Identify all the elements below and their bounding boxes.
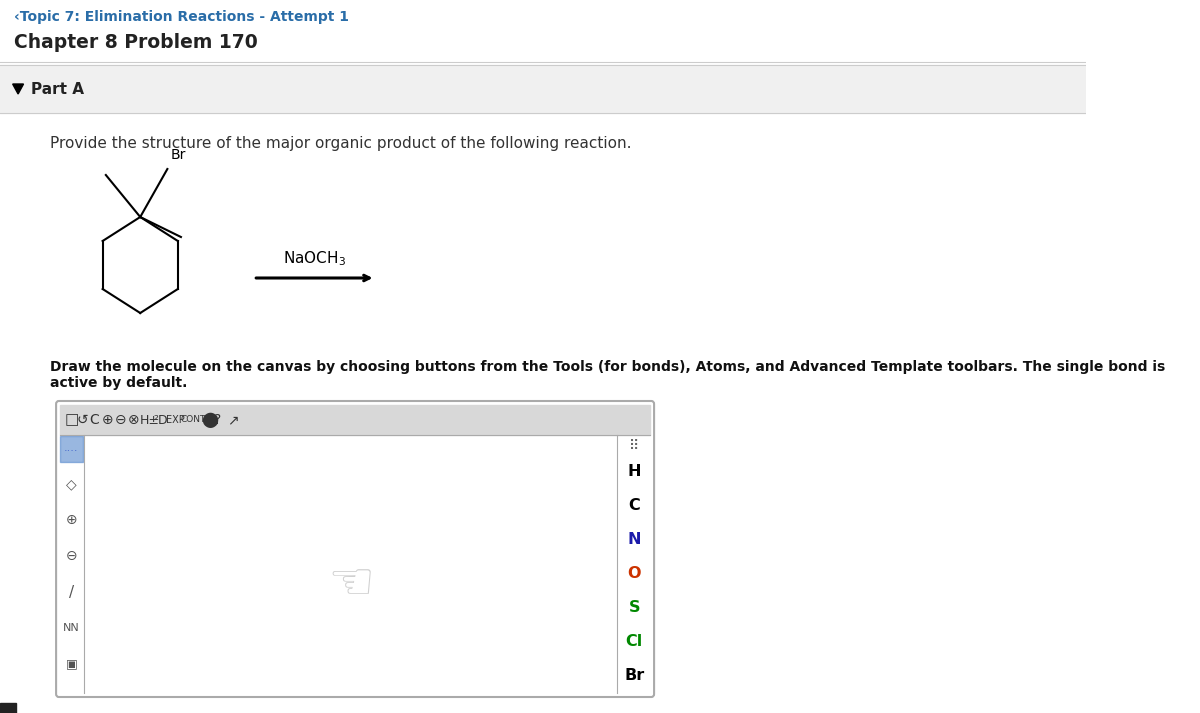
Text: C: C: [90, 413, 100, 427]
Text: ‹Topic 7: Elimination Reactions - Attempt 1: ‹Topic 7: Elimination Reactions - Attemp…: [13, 10, 348, 24]
Text: H±: H±: [140, 414, 161, 426]
Text: /: /: [68, 585, 74, 600]
Text: ↺: ↺: [77, 413, 89, 427]
Text: CONT.: CONT.: [180, 416, 208, 424]
Text: ?: ?: [214, 413, 221, 427]
Text: NN: NN: [64, 623, 80, 633]
FancyBboxPatch shape: [56, 401, 654, 697]
Text: ▣: ▣: [66, 657, 77, 670]
Text: O: O: [628, 567, 641, 582]
Text: H: H: [628, 464, 641, 480]
Text: ⠿: ⠿: [629, 439, 640, 453]
Text: □: □: [65, 413, 79, 428]
Bar: [60, 405, 650, 435]
Text: ⊖: ⊖: [66, 549, 77, 563]
Text: Part A: Part A: [31, 81, 84, 96]
Text: S: S: [629, 600, 640, 615]
Text: ⊗: ⊗: [127, 413, 139, 427]
Bar: [0, 703, 17, 713]
Text: Cl: Cl: [625, 635, 643, 650]
Bar: [0, 65, 1086, 113]
Text: ↗: ↗: [227, 413, 239, 427]
Text: C: C: [629, 498, 640, 513]
Text: Draw the molecule on the canvas by choosing buttons from the Tools (for bonds), : Draw the molecule on the canvas by choos…: [49, 360, 1165, 390]
Text: ⊖: ⊖: [115, 413, 126, 427]
Text: N: N: [628, 533, 641, 548]
Text: ◇: ◇: [66, 477, 77, 491]
Text: ⊕: ⊕: [102, 413, 114, 427]
Text: ☜: ☜: [326, 558, 374, 610]
Text: Chapter 8 Problem 170: Chapter 8 Problem 170: [13, 33, 257, 52]
Bar: [60, 436, 83, 462]
Text: ²D: ²D: [154, 414, 168, 426]
Text: Provide the structure of the major organic product of the following reaction.: Provide the structure of the major organ…: [49, 136, 631, 151]
Text: Br: Br: [170, 148, 186, 162]
Text: NaOCH$_3$: NaOCH$_3$: [283, 250, 346, 268]
Polygon shape: [13, 84, 24, 94]
Text: ⊕: ⊕: [66, 513, 77, 527]
Text: EXP: EXP: [166, 415, 185, 425]
Text: ....: ....: [65, 443, 79, 453]
Text: Br: Br: [624, 669, 644, 684]
Text: ⬤: ⬤: [202, 412, 218, 428]
